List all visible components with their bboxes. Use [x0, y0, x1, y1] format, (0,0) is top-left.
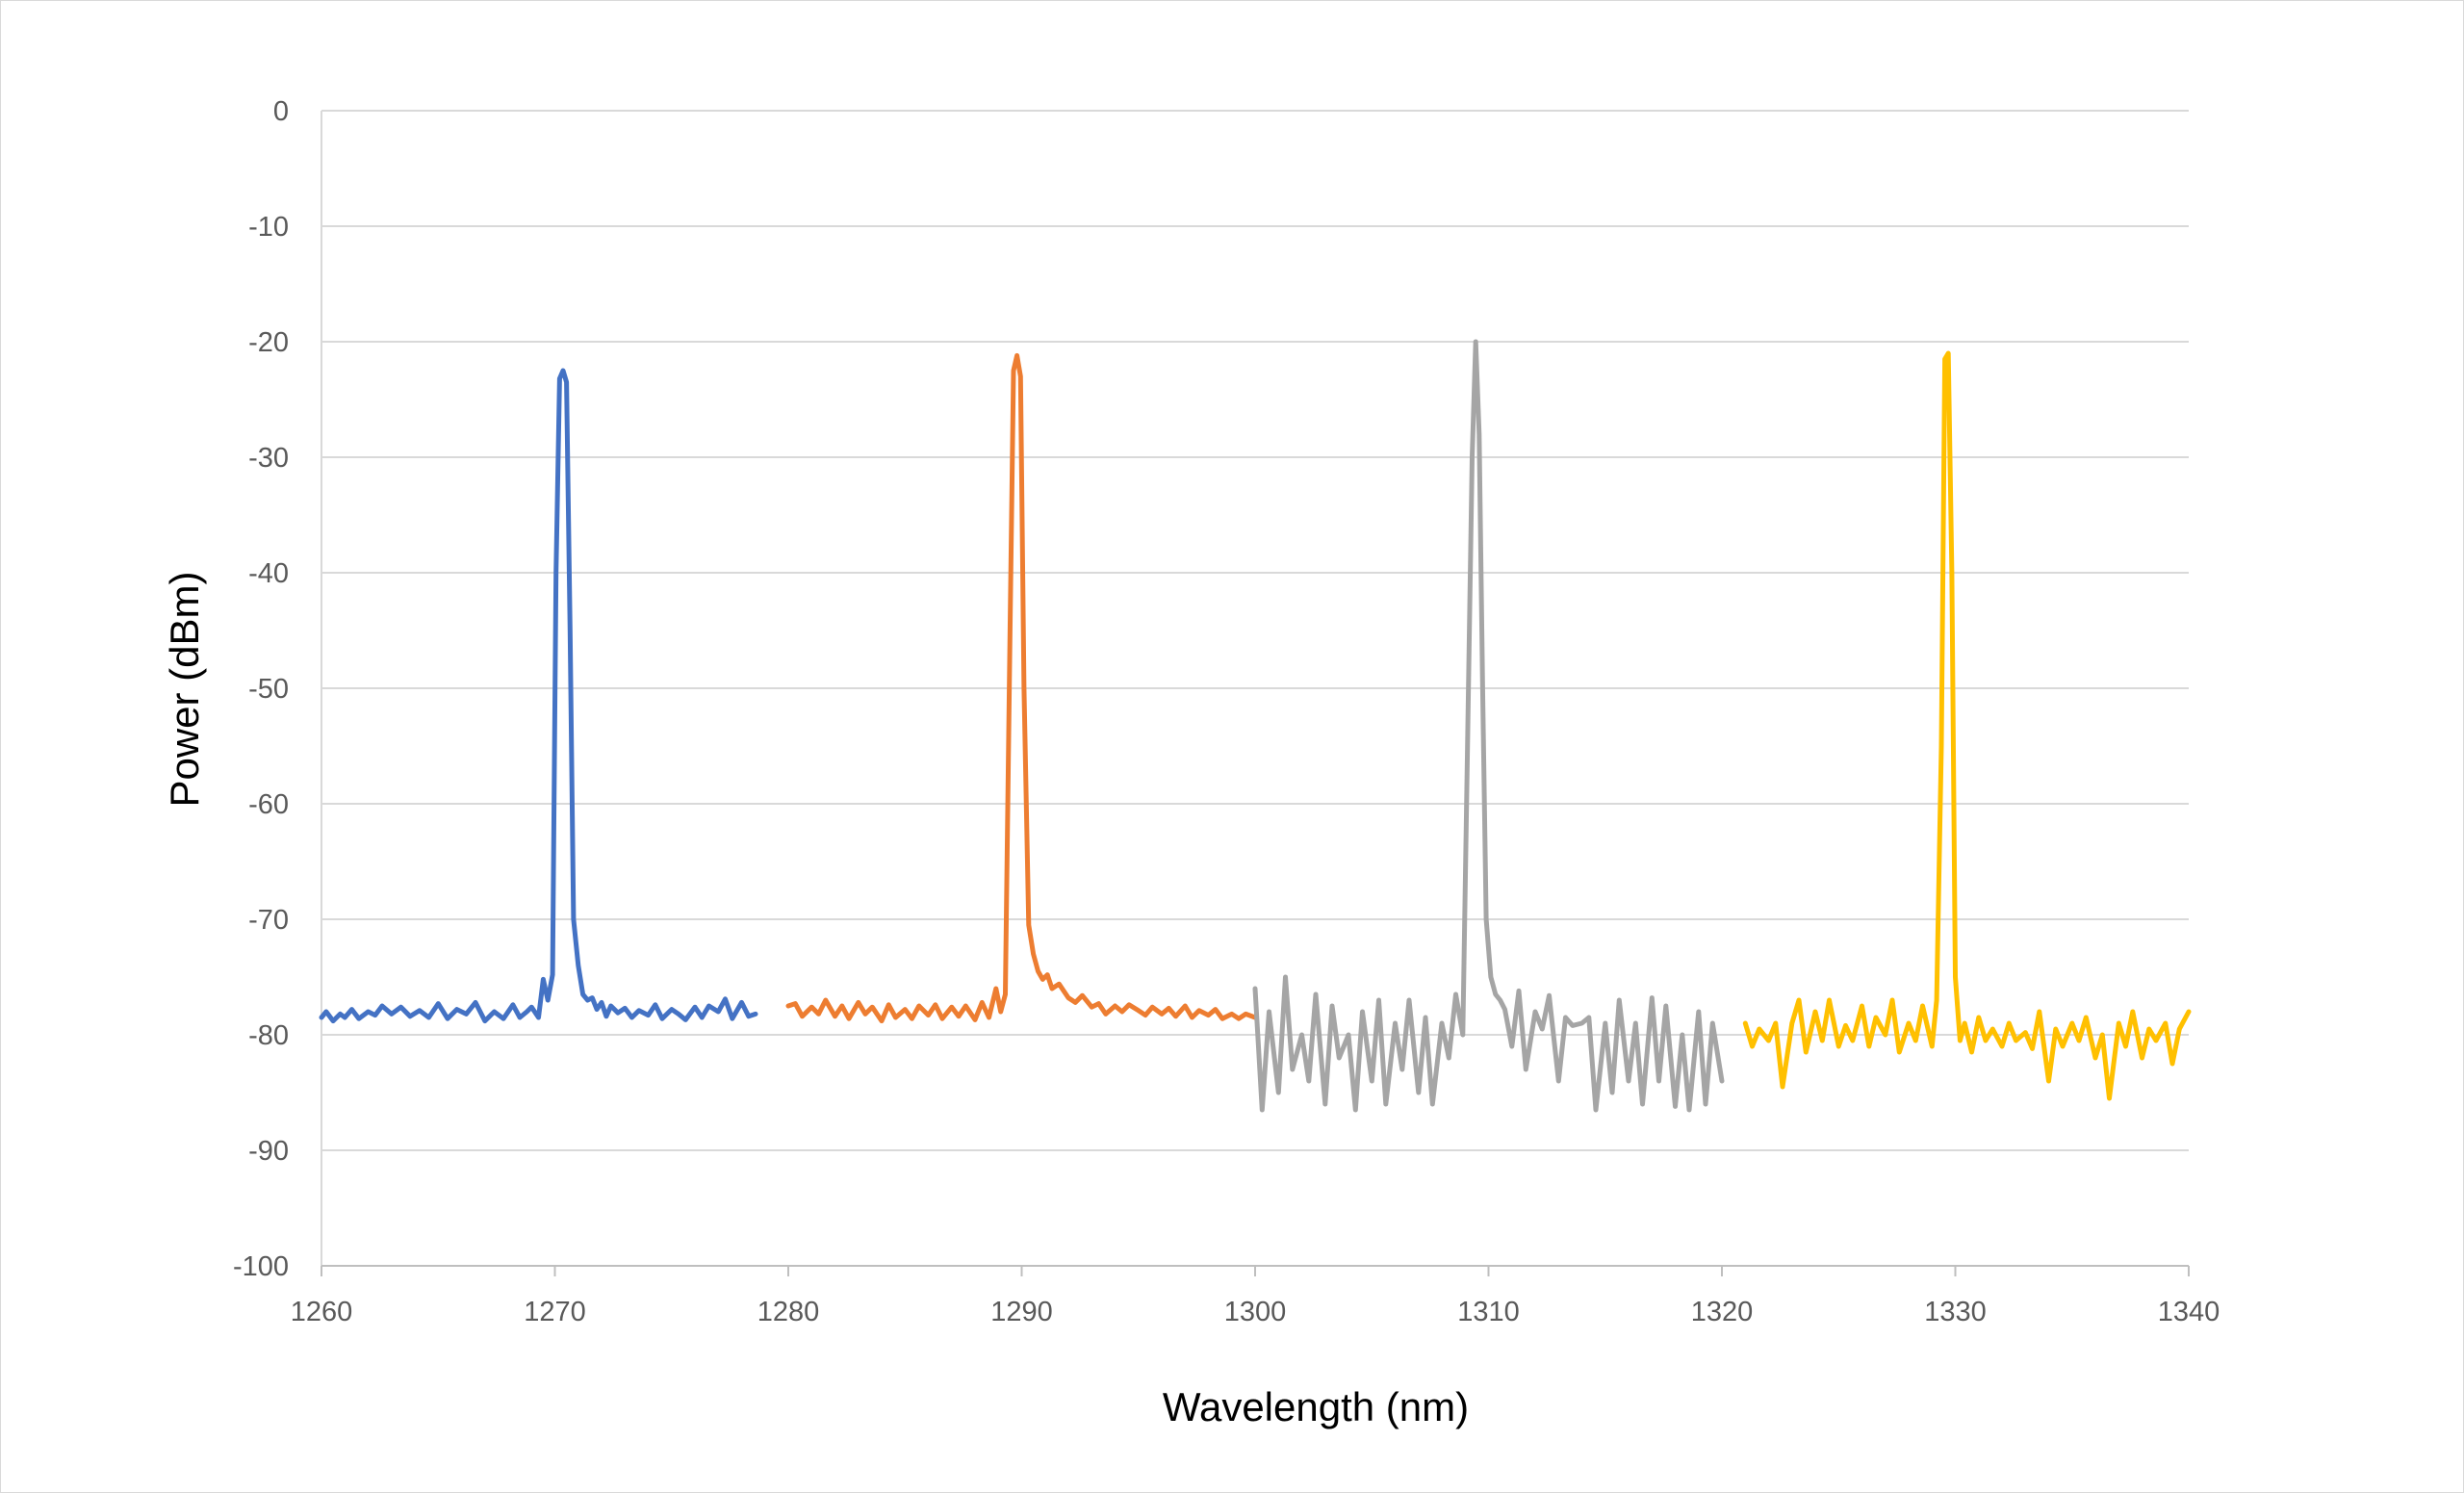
y-tick-label: -100 — [233, 1251, 289, 1282]
x-tick-label: 1260 — [291, 1297, 353, 1327]
x-tick-label: 1270 — [524, 1297, 586, 1327]
y-tick-label: -60 — [248, 789, 289, 820]
y-axis-title: Power (dBm) — [162, 571, 207, 807]
series-line-3 — [1252, 339, 1725, 1113]
y-tick-label: -30 — [248, 443, 289, 474]
y-tick-label: -50 — [248, 674, 289, 705]
y-tick-label: -80 — [248, 1020, 289, 1051]
series-line-1 — [319, 368, 758, 1024]
x-tick-label: 1300 — [1224, 1297, 1287, 1327]
y-tick-label: -70 — [248, 905, 289, 936]
series-line-4 — [1742, 350, 2192, 1101]
y-tick-label: -90 — [248, 1136, 289, 1167]
y-tick-label: -20 — [248, 327, 289, 358]
series-lines — [319, 339, 2192, 1113]
x-tick-label: 1320 — [1691, 1297, 1754, 1327]
x-tick-label: 1310 — [1457, 1297, 1520, 1327]
series-line-2 — [785, 352, 1258, 1024]
x-tick-label: 1330 — [1924, 1297, 1987, 1327]
y-tick-label: -40 — [248, 558, 289, 589]
x-tick-label: 1340 — [2158, 1297, 2220, 1327]
x-tick-label: 1290 — [990, 1297, 1053, 1327]
x-tick-label: 1280 — [757, 1297, 820, 1327]
axes — [321, 111, 2190, 1276]
y-tick-label: -10 — [248, 212, 289, 243]
x-axis-title: Wavelength (nm) — [1163, 1384, 1469, 1429]
y-tick-label: 0 — [273, 96, 289, 127]
gridlines — [321, 110, 2189, 1151]
